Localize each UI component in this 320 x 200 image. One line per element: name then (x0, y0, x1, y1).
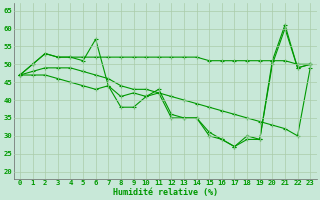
X-axis label: Humidité relative (%): Humidité relative (%) (113, 188, 218, 197)
